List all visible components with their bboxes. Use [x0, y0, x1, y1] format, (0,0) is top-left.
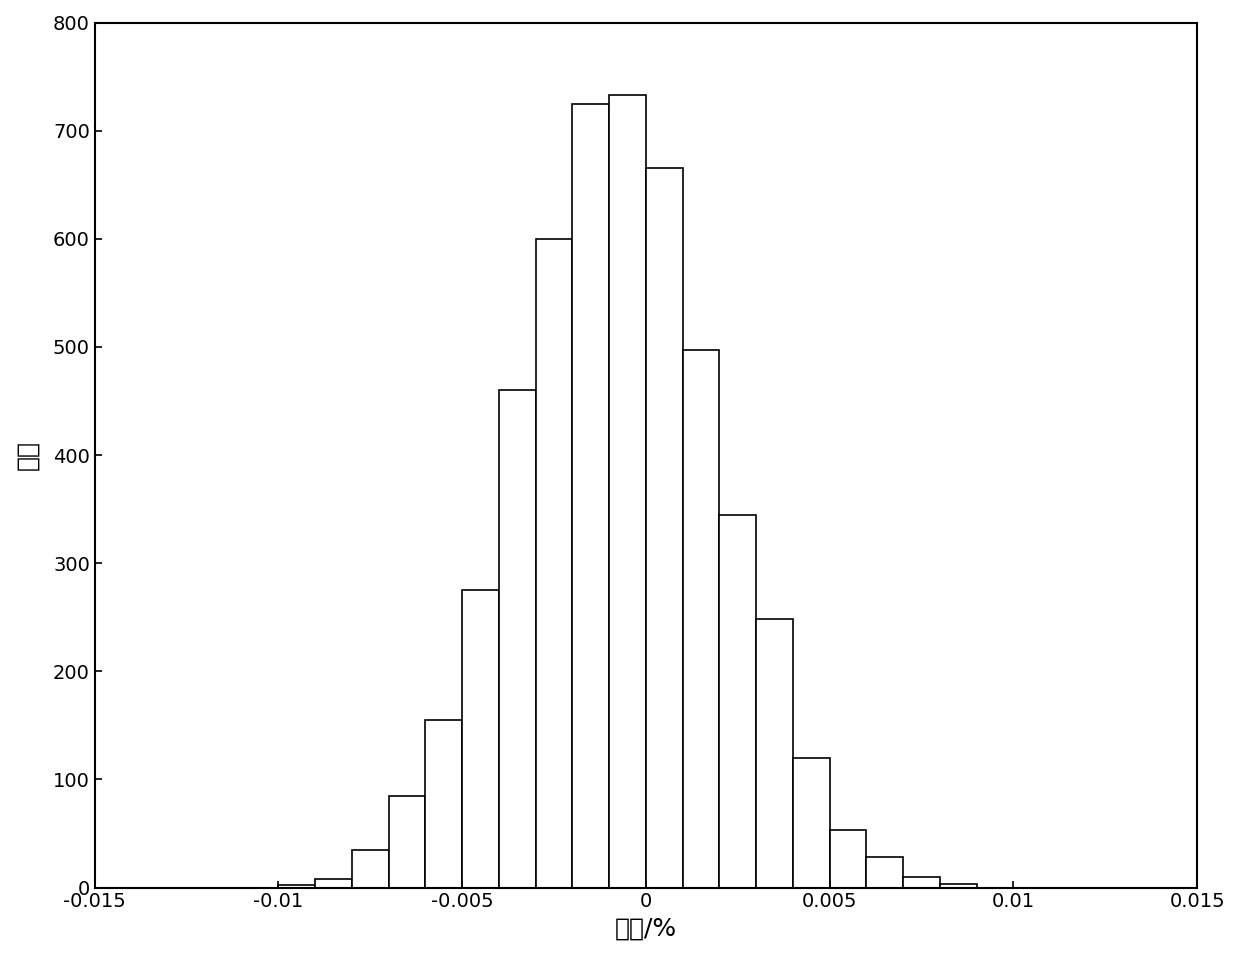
Bar	[609, 95, 646, 887]
Y-axis label: 次数: 次数	[15, 440, 38, 470]
X-axis label: 误差/%: 误差/%	[615, 917, 677, 941]
Bar	[792, 758, 830, 887]
Bar	[903, 877, 940, 887]
Bar	[463, 590, 498, 887]
Bar	[498, 390, 536, 887]
Bar	[573, 103, 609, 887]
Bar	[425, 720, 463, 887]
Bar	[279, 885, 315, 887]
Bar	[756, 619, 792, 887]
Bar	[315, 879, 352, 887]
Bar	[536, 239, 573, 887]
Bar	[830, 830, 867, 887]
Bar	[867, 858, 903, 887]
Bar	[646, 168, 683, 887]
Bar	[352, 850, 388, 887]
Bar	[719, 514, 756, 887]
Bar	[388, 795, 425, 887]
Bar	[940, 884, 977, 887]
Bar	[683, 350, 719, 887]
